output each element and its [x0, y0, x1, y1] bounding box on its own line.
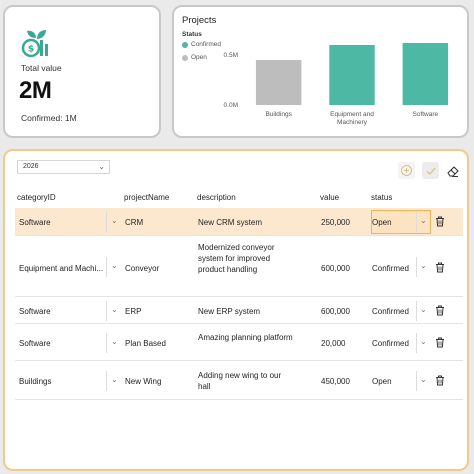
trash-icon[interactable]	[435, 262, 445, 273]
cell-status[interactable]: Open	[372, 218, 392, 227]
cell-description[interactable]: Adding new wing to our hall	[198, 371, 282, 391]
kpi-value: 2M	[19, 77, 52, 104]
cell-value[interactable]: 600,000	[321, 264, 350, 273]
chevron-down-icon[interactable]: ⌄	[420, 375, 427, 384]
x-tick-label: Equipment and	[330, 111, 374, 118]
cell-category[interactable]: Software	[19, 339, 51, 348]
chevron-down-icon[interactable]: ⌄	[111, 216, 118, 225]
cell-description[interactable]: Amazing planning platform	[198, 333, 293, 342]
table-row[interactable]: Buildings ⌄ New Wing Adding new wing to …	[15, 362, 463, 400]
column-divider	[416, 333, 417, 353]
trash-icon[interactable]	[435, 305, 445, 316]
table-row[interactable]: Software ⌄ CRM New CRM system 250,000 Op…	[15, 208, 463, 236]
legend-item-open[interactable]: Open	[182, 54, 207, 61]
legend-dot-confirmed	[182, 41, 188, 48]
cell-value[interactable]: 20,000	[321, 339, 346, 348]
cell-status[interactable]: Confirmed	[372, 307, 409, 316]
cell-value[interactable]: 600,000	[321, 307, 350, 316]
header-description[interactable]: description	[197, 193, 236, 202]
y-tick-label: 0.0M	[224, 102, 238, 109]
projects-chart-card: Projects Status Confirmed Open 0.0M 0.5M B…	[172, 5, 469, 138]
trash-icon[interactable]	[435, 337, 445, 348]
confirm-button[interactable]	[422, 162, 439, 179]
header-value[interactable]: value	[320, 193, 340, 202]
y-tick-label: 0.5M	[224, 52, 238, 59]
legend-dot-open	[182, 54, 188, 61]
trash-icon[interactable]	[435, 216, 445, 227]
eraser-icon	[446, 165, 459, 177]
column-divider	[106, 212, 107, 232]
chevron-down-icon[interactable]: ⌄	[420, 305, 427, 314]
table-row[interactable]: Equipment and Machi... ⌄ Conveyor Modern…	[15, 237, 463, 297]
cell-category[interactable]: Software	[19, 307, 51, 316]
cell-project[interactable]: CRM	[125, 218, 144, 227]
header-categoryid[interactable]: categoryID	[17, 193, 56, 202]
chevron-down-icon: ⌄	[98, 162, 105, 171]
column-divider	[416, 371, 417, 391]
chevron-down-icon[interactable]: ⌄	[111, 337, 118, 346]
cell-category[interactable]: Buildings	[19, 377, 52, 386]
svg-text:$: $	[28, 45, 34, 55]
chart-title: Projects	[182, 15, 217, 26]
bar-equipment-and-machinery[interactable]	[329, 45, 375, 105]
cell-category[interactable]: Software	[19, 218, 51, 227]
column-divider	[416, 301, 417, 321]
table-row[interactable]: Software ⌄ ERP New ERP system 600,000 Co…	[15, 298, 463, 324]
cell-description[interactable]: Modernized conveyor system for improved …	[198, 243, 275, 274]
cell-project[interactable]: Conveyor	[125, 264, 160, 273]
money-plant-icon: $	[21, 30, 48, 58]
bar-software[interactable]	[402, 43, 449, 105]
cell-project[interactable]: Plan Based	[125, 339, 166, 348]
x-tick-label: Buildings	[265, 111, 292, 118]
cell-description[interactable]: New CRM system	[198, 218, 263, 227]
projects-table-card: 2026 ⌄ categoryID projectName descriptio…	[3, 149, 469, 471]
kpi-card: $ Total value 2M Confirmed: 1M	[3, 5, 161, 138]
bar-buildings[interactable]	[255, 60, 302, 105]
cell-project[interactable]: ERP	[125, 307, 142, 316]
cell-value[interactable]: 250,000	[321, 218, 350, 227]
column-divider	[416, 257, 417, 277]
column-divider	[416, 212, 417, 232]
table-row[interactable]: Software ⌄ Plan Based Amazing planning p…	[15, 325, 463, 361]
add-circle-icon	[401, 165, 412, 176]
legend-title: Status	[182, 31, 202, 38]
year-dropdown[interactable]: 2026 ⌄	[17, 160, 110, 174]
cell-category[interactable]: Equipment and Machi...	[19, 264, 104, 273]
legend-item-confirmed[interactable]: Confirmed	[182, 41, 221, 48]
legend-label-open: Open	[191, 54, 207, 61]
cell-project[interactable]: New Wing	[125, 377, 162, 386]
column-divider	[106, 333, 107, 353]
header-projectname[interactable]: projectName	[124, 193, 170, 202]
cell-status[interactable]: Confirmed	[372, 339, 409, 348]
chevron-down-icon[interactable]: ⌄	[111, 261, 118, 270]
chevron-down-icon[interactable]: ⌄	[420, 261, 427, 270]
x-tick-label: Machinery	[337, 119, 368, 126]
chevron-down-icon[interactable]: ⌄	[420, 216, 427, 225]
add-row-button[interactable]	[398, 162, 415, 179]
trash-icon[interactable]	[435, 375, 445, 386]
cell-value[interactable]: 450,000	[321, 377, 350, 386]
cell-status[interactable]: Confirmed	[372, 264, 409, 273]
status-dropdown-active[interactable]	[371, 210, 431, 234]
erase-button[interactable]	[444, 162, 461, 179]
column-divider	[106, 371, 107, 391]
column-divider	[106, 301, 107, 321]
kpi-confirmed-value: Confirmed: 1M	[21, 113, 77, 123]
legend-label-confirmed: Confirmed	[191, 41, 221, 48]
chevron-down-icon[interactable]: ⌄	[420, 337, 427, 346]
x-tick-label: Software	[413, 111, 439, 118]
cell-description[interactable]: New ERP system	[198, 307, 261, 316]
chevron-down-icon[interactable]: ⌄	[111, 305, 118, 314]
chevron-down-icon[interactable]: ⌄	[111, 375, 118, 384]
cell-status[interactable]: Open	[372, 377, 392, 386]
header-status[interactable]: status	[371, 193, 393, 202]
column-divider	[106, 257, 107, 277]
kpi-label: Total value	[21, 63, 62, 73]
checkmark-icon	[426, 167, 435, 175]
year-value: 2026	[23, 163, 39, 170]
